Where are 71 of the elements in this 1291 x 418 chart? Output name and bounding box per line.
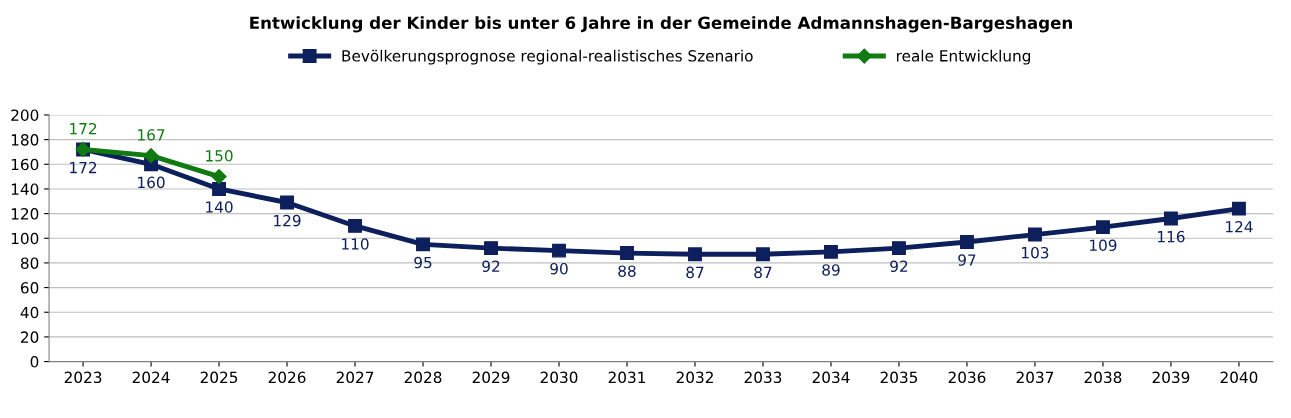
data-label: 92: [482, 260, 500, 272]
data-label: 92: [890, 260, 908, 272]
point: [552, 243, 566, 258]
data-label: 95: [414, 256, 432, 269]
y-tick-label: 200: [11, 109, 39, 121]
data-label: 88: [618, 265, 636, 277]
point: [212, 181, 226, 196]
y-tick-label: 120: [11, 208, 39, 220]
y-tick-label: 160: [11, 158, 39, 171]
x-tick-label: 2025: [200, 371, 238, 384]
y-tick-label: 140: [11, 183, 39, 195]
x-tick-label: 2040: [1220, 371, 1258, 384]
x-tick-label: 2032: [676, 371, 713, 384]
point: [348, 218, 362, 233]
x-tick-label: 2039: [1152, 371, 1190, 384]
point: [416, 237, 430, 252]
x-tick-label: 2031: [608, 371, 646, 384]
point: [756, 247, 770, 262]
x-tick-label: 2023: [64, 371, 102, 384]
data-label: 87: [686, 266, 704, 279]
x-tick-label: 2028: [404, 371, 442, 384]
x-tick-label: 2035: [880, 371, 918, 384]
y-tick-label: 180: [11, 134, 39, 146]
y-tick-label: 40: [20, 306, 39, 319]
legend-label: reale Entwicklung: [896, 49, 1031, 65]
data-label: 103: [1022, 246, 1049, 259]
point: [280, 195, 294, 210]
point: [143, 148, 159, 164]
point: [484, 241, 498, 256]
x-tick-label: 2029: [472, 371, 510, 384]
data-label: 116: [1158, 230, 1185, 243]
chart-title: Entwicklung der Kinder bis unter 6 Jahre in der Gemeinde Admannshagen-Bargeshagen: [250, 16, 1072, 33]
data-label: 124: [1226, 220, 1253, 233]
point: [1163, 211, 1178, 226]
x-tick-label: 2024: [132, 371, 170, 384]
x-tick-label: 2034: [812, 371, 850, 384]
x-tick-label: 2030: [540, 371, 578, 384]
x-tick-label: 2038: [1084, 371, 1122, 384]
data-label: 109: [1090, 239, 1117, 252]
x-tick-label: 2027: [336, 371, 374, 384]
data-label: 90: [550, 262, 568, 275]
x-tick-label: 2037: [1016, 371, 1054, 384]
point: [1028, 227, 1042, 242]
data-label: 87: [754, 266, 772, 279]
data-label: 89: [822, 264, 840, 276]
point: [1095, 220, 1110, 235]
y-tick-label: 20: [21, 331, 39, 343]
data-label: 172: [70, 122, 97, 135]
x-tick-label: 2036: [948, 371, 986, 384]
x-tick-label: 2026: [268, 371, 306, 384]
data-label: 150: [206, 150, 233, 162]
x-tick-label: 2033: [744, 371, 782, 384]
data-label: 160: [138, 176, 165, 189]
legend-label: Bevölkerungsprognose regional-realistisches Szenario: [342, 49, 753, 65]
data-label: 97: [958, 254, 976, 266]
point: [688, 247, 702, 262]
data-label: 110: [342, 238, 369, 250]
y-tick-label: 0: [30, 356, 39, 368]
point: [620, 246, 634, 261]
data-label: 172: [70, 161, 97, 174]
point: [1231, 201, 1246, 216]
y-tick-label: 100: [11, 232, 39, 245]
data-label: 140: [206, 201, 233, 213]
point: [892, 241, 906, 256]
data-label: 129: [274, 214, 301, 227]
point: [211, 169, 227, 185]
y-tick-label: 60: [20, 282, 39, 294]
y-tick-label: 80: [20, 257, 39, 269]
point: [960, 235, 974, 249]
data-label: 167: [138, 129, 165, 141]
point: [824, 244, 838, 259]
